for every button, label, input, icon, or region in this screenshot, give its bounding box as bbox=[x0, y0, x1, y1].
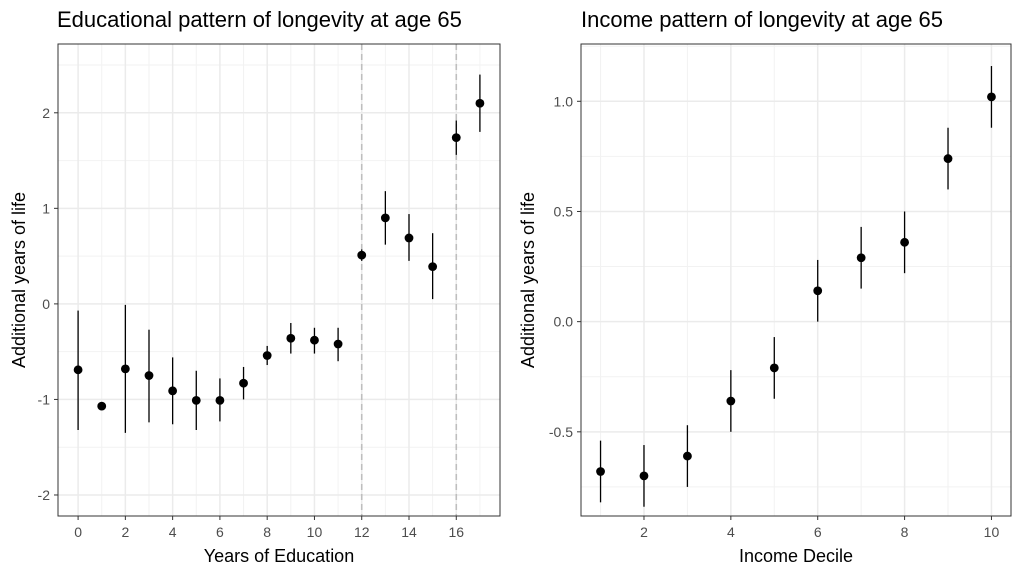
data-point bbox=[726, 396, 736, 406]
data-point bbox=[987, 92, 996, 102]
y-axis-title: Additional years of life bbox=[9, 192, 29, 368]
income-chart: 2 4 6 8 10 -0.5 0.0 0.5 1.0 Income pattern of lon… bbox=[518, 7, 1012, 566]
x-tick-label: 4 bbox=[169, 524, 177, 540]
x-tick-label: 6 bbox=[216, 524, 224, 540]
x-axis-title: Income Decile bbox=[739, 546, 853, 566]
data-point bbox=[404, 233, 414, 243]
data-point bbox=[262, 351, 272, 360]
x-tick-label: 16 bbox=[448, 524, 464, 540]
y-tick-label: -0.5 bbox=[549, 424, 573, 440]
data-point bbox=[310, 335, 319, 345]
data-point bbox=[596, 467, 605, 476]
data-point bbox=[639, 471, 649, 481]
data-point bbox=[120, 364, 130, 374]
x-tick-label: 6 bbox=[814, 524, 822, 540]
x-tick-label: 8 bbox=[901, 524, 909, 540]
data-point bbox=[769, 363, 779, 373]
data-point bbox=[900, 237, 909, 247]
x-tick-label: 10 bbox=[984, 524, 1000, 540]
data-point bbox=[428, 262, 438, 272]
x-tick-label: 2 bbox=[121, 524, 129, 540]
x-tick-label: 12 bbox=[354, 524, 370, 540]
data-point bbox=[813, 286, 823, 296]
y-tick-label: -2 bbox=[38, 487, 51, 503]
panel-border bbox=[580, 43, 1012, 517]
data-point bbox=[856, 253, 866, 263]
data-point bbox=[333, 339, 343, 349]
data-point bbox=[97, 401, 107, 411]
y-tick-label: 1 bbox=[42, 200, 50, 216]
x-tick-label: 8 bbox=[263, 524, 271, 540]
data-point bbox=[73, 365, 83, 375]
data-point bbox=[475, 98, 485, 108]
data-point bbox=[191, 395, 201, 405]
panel-border bbox=[57, 43, 501, 517]
chart-title: Educational pattern of longevity at age … bbox=[57, 7, 462, 32]
data-point bbox=[215, 395, 225, 405]
plot-panel bbox=[58, 44, 500, 516]
data-point bbox=[144, 371, 154, 380]
x-axis-title: Years of Education bbox=[204, 546, 354, 566]
y-tick-label: 0 bbox=[42, 296, 50, 312]
y-axis-title: Additional years of life bbox=[518, 192, 538, 368]
data-point bbox=[168, 386, 178, 396]
chart-title: Income pattern of longevity at age 65 bbox=[581, 7, 943, 32]
data-point bbox=[683, 451, 692, 461]
x-tick-label: 2 bbox=[640, 524, 648, 540]
x-tick-label: 14 bbox=[401, 524, 417, 540]
data-point bbox=[943, 154, 953, 163]
y-tick-label: 1.0 bbox=[554, 93, 574, 109]
plot-panel bbox=[581, 44, 1011, 516]
data-point bbox=[239, 378, 248, 388]
data-point bbox=[286, 333, 296, 343]
y-tick-label: -1 bbox=[38, 391, 51, 407]
x-tick-label: 0 bbox=[74, 524, 82, 540]
data-point bbox=[380, 213, 390, 223]
y-tick-label: 2 bbox=[42, 105, 50, 121]
x-tick-label: 10 bbox=[307, 524, 323, 540]
y-tick-label: 0.0 bbox=[554, 314, 574, 330]
y-tick-label: 0.5 bbox=[554, 203, 574, 219]
x-tick-label: 4 bbox=[727, 524, 735, 540]
data-point bbox=[357, 250, 367, 260]
data-point bbox=[451, 133, 461, 143]
